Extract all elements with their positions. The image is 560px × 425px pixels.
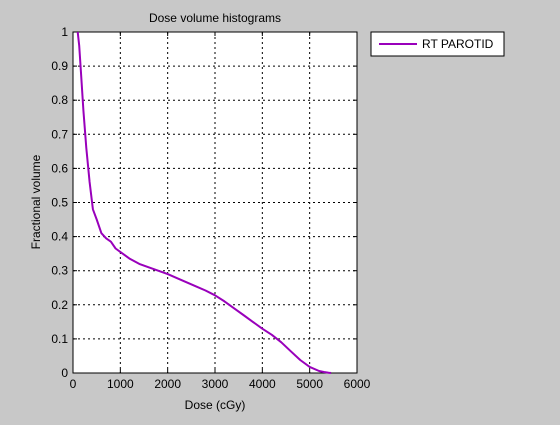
y-tick-label: 0.4 — [51, 230, 68, 244]
x-tick-label: 6000 — [344, 377, 371, 391]
x-tick-label: 5000 — [296, 377, 323, 391]
plot-frame — [72, 31, 358, 374]
x-tick-label: 2000 — [154, 377, 181, 391]
grid — [73, 32, 357, 373]
y-tick-label: 0.5 — [51, 196, 68, 210]
y-tick-label: 0.7 — [51, 127, 68, 141]
y-tick-label: 0.6 — [51, 161, 68, 175]
y-tick-label: 1 — [61, 25, 68, 39]
y-tick-label: 0 — [61, 366, 68, 380]
y-tick-label: 0.1 — [51, 332, 68, 346]
x-tick-label: 4000 — [249, 377, 276, 391]
y-tick-label: 0.2 — [51, 298, 68, 312]
tick-labels: 0 1000 2000 3000 4000 5000 6000 0 0.1 0.2 0.3 0.4 0.… — [51, 25, 370, 391]
y-tick-label: 0.9 — [51, 59, 68, 73]
legend: RT PAROTID — [370, 31, 505, 57]
chart-title: Dose volume histograms — [149, 11, 281, 25]
x-axis-label: Dose (cGy) — [185, 398, 246, 412]
series-line-rt-parotid — [76, 31, 332, 374]
y-axis-label: Fractional volume — [29, 154, 43, 249]
x-tick-label: 0 — [70, 377, 77, 391]
legend-label: RT PAROTID — [422, 37, 494, 51]
y-tick-label: 0.3 — [51, 264, 68, 278]
series-layer — [76, 31, 332, 374]
y-tick-label: 0.8 — [51, 93, 68, 107]
x-tick-label: 1000 — [107, 377, 134, 391]
x-tick-label: 3000 — [202, 377, 229, 391]
